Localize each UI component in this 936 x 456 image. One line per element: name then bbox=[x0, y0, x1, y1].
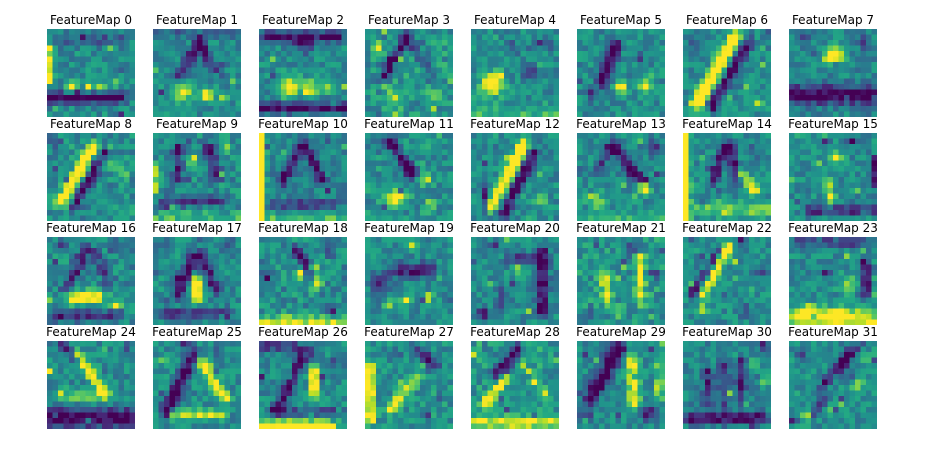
feature-map-title: FeatureMap 7 bbox=[791, 13, 875, 27]
feature-map-image bbox=[259, 133, 347, 221]
feature-map-title: FeatureMap 0 bbox=[49, 13, 133, 27]
feature-map-tile: FeatureMap 22 bbox=[682, 221, 772, 325]
feature-map-title: FeatureMap 10 bbox=[258, 117, 348, 131]
feature-map-title: FeatureMap 20 bbox=[470, 221, 560, 235]
feature-map-title: FeatureMap 23 bbox=[788, 221, 878, 235]
feature-map-image bbox=[471, 29, 559, 117]
feature-map-title: FeatureMap 3 bbox=[367, 13, 451, 27]
feature-map-tile: FeatureMap 6 bbox=[683, 13, 771, 117]
feature-map-image bbox=[789, 341, 877, 429]
feature-map-image bbox=[471, 341, 559, 429]
feature-map-tile: FeatureMap 9 bbox=[153, 117, 241, 221]
feature-map-tile: FeatureMap 27 bbox=[364, 325, 454, 429]
feature-map-image bbox=[683, 237, 771, 325]
feature-map-title: FeatureMap 2 bbox=[261, 13, 345, 27]
feature-map-title: FeatureMap 14 bbox=[682, 117, 772, 131]
feature-map-title: FeatureMap 1 bbox=[155, 13, 239, 27]
feature-map-image bbox=[259, 29, 347, 117]
feature-map-title: FeatureMap 24 bbox=[46, 325, 136, 339]
feature-map-image bbox=[259, 341, 347, 429]
feature-map-image bbox=[577, 29, 665, 117]
feature-map-tile: FeatureMap 23 bbox=[788, 221, 878, 325]
feature-map-title: FeatureMap 8 bbox=[49, 117, 133, 131]
feature-map-title: FeatureMap 16 bbox=[46, 221, 136, 235]
feature-map-tile: FeatureMap 26 bbox=[258, 325, 348, 429]
feature-map-tile: FeatureMap 12 bbox=[470, 117, 560, 221]
feature-map-image bbox=[577, 133, 665, 221]
feature-map-title: FeatureMap 27 bbox=[364, 325, 454, 339]
feature-map-tile: FeatureMap 24 bbox=[46, 325, 136, 429]
feature-map-tile: FeatureMap 20 bbox=[470, 221, 560, 325]
feature-map-tile: FeatureMap 3 bbox=[365, 13, 453, 117]
feature-map-title: FeatureMap 11 bbox=[364, 117, 454, 131]
feature-map-grid: FeatureMap 0 FeatureMap 1 FeatureMap 2 Feat… bbox=[46, 13, 878, 429]
feature-map-title: FeatureMap 21 bbox=[576, 221, 666, 235]
feature-map-image bbox=[47, 237, 135, 325]
feature-map-tile: FeatureMap 13 bbox=[576, 117, 666, 221]
feature-map-image bbox=[789, 133, 877, 221]
feature-map-title: FeatureMap 19 bbox=[364, 221, 454, 235]
feature-map-image bbox=[683, 341, 771, 429]
feature-map-tile: FeatureMap 2 bbox=[259, 13, 347, 117]
feature-map-title: FeatureMap 5 bbox=[579, 13, 663, 27]
feature-map-tile: FeatureMap 5 bbox=[577, 13, 665, 117]
feature-map-image bbox=[577, 237, 665, 325]
feature-map-image bbox=[153, 341, 241, 429]
feature-map-title: FeatureMap 25 bbox=[152, 325, 242, 339]
feature-map-tile: FeatureMap 15 bbox=[788, 117, 878, 221]
feature-map-title: FeatureMap 12 bbox=[470, 117, 560, 131]
feature-map-image bbox=[153, 29, 241, 117]
feature-map-image bbox=[471, 237, 559, 325]
feature-map-tile: FeatureMap 19 bbox=[364, 221, 454, 325]
feature-map-title: FeatureMap 28 bbox=[470, 325, 560, 339]
feature-map-title: FeatureMap 31 bbox=[788, 325, 878, 339]
feature-map-title: FeatureMap 15 bbox=[788, 117, 878, 131]
feature-map-tile: FeatureMap 7 bbox=[789, 13, 877, 117]
feature-map-tile: FeatureMap 29 bbox=[576, 325, 666, 429]
feature-map-title: FeatureMap 22 bbox=[682, 221, 772, 235]
feature-map-tile: FeatureMap 16 bbox=[46, 221, 136, 325]
feature-map-image bbox=[577, 341, 665, 429]
feature-map-image bbox=[471, 133, 559, 221]
feature-map-tile: FeatureMap 8 bbox=[47, 117, 135, 221]
feature-map-title: FeatureMap 18 bbox=[258, 221, 348, 235]
feature-map-title: FeatureMap 30 bbox=[682, 325, 772, 339]
feature-map-tile: FeatureMap 30 bbox=[682, 325, 772, 429]
feature-map-image bbox=[365, 29, 453, 117]
feature-map-title: FeatureMap 26 bbox=[258, 325, 348, 339]
feature-map-title: FeatureMap 13 bbox=[576, 117, 666, 131]
feature-map-image bbox=[153, 133, 241, 221]
feature-map-image bbox=[365, 341, 453, 429]
feature-map-tile: FeatureMap 28 bbox=[470, 325, 560, 429]
feature-map-tile: FeatureMap 18 bbox=[258, 221, 348, 325]
feature-map-tile: FeatureMap 21 bbox=[576, 221, 666, 325]
feature-map-image bbox=[365, 133, 453, 221]
feature-map-tile: FeatureMap 11 bbox=[364, 117, 454, 221]
feature-map-image bbox=[683, 29, 771, 117]
feature-map-tile: FeatureMap 14 bbox=[682, 117, 772, 221]
feature-map-image bbox=[47, 29, 135, 117]
feature-map-title: FeatureMap 6 bbox=[685, 13, 769, 27]
feature-map-title: FeatureMap 17 bbox=[152, 221, 242, 235]
feature-map-tile: FeatureMap 31 bbox=[788, 325, 878, 429]
feature-map-tile: FeatureMap 17 bbox=[152, 221, 242, 325]
feature-map-image bbox=[789, 237, 877, 325]
feature-map-tile: FeatureMap 10 bbox=[258, 117, 348, 221]
feature-map-tile: FeatureMap 4 bbox=[471, 13, 559, 117]
feature-map-image bbox=[47, 341, 135, 429]
feature-map-tile: FeatureMap 25 bbox=[152, 325, 242, 429]
feature-map-tile: FeatureMap 1 bbox=[153, 13, 241, 117]
feature-map-title: FeatureMap 9 bbox=[155, 117, 239, 131]
feature-map-image bbox=[365, 237, 453, 325]
feature-map-image bbox=[789, 29, 877, 117]
feature-map-title: FeatureMap 4 bbox=[473, 13, 557, 27]
feature-map-image bbox=[683, 133, 771, 221]
feature-map-title: FeatureMap 29 bbox=[576, 325, 666, 339]
feature-map-image bbox=[259, 237, 347, 325]
feature-map-tile: FeatureMap 0 bbox=[47, 13, 135, 117]
feature-map-image bbox=[47, 133, 135, 221]
feature-map-image bbox=[153, 237, 241, 325]
